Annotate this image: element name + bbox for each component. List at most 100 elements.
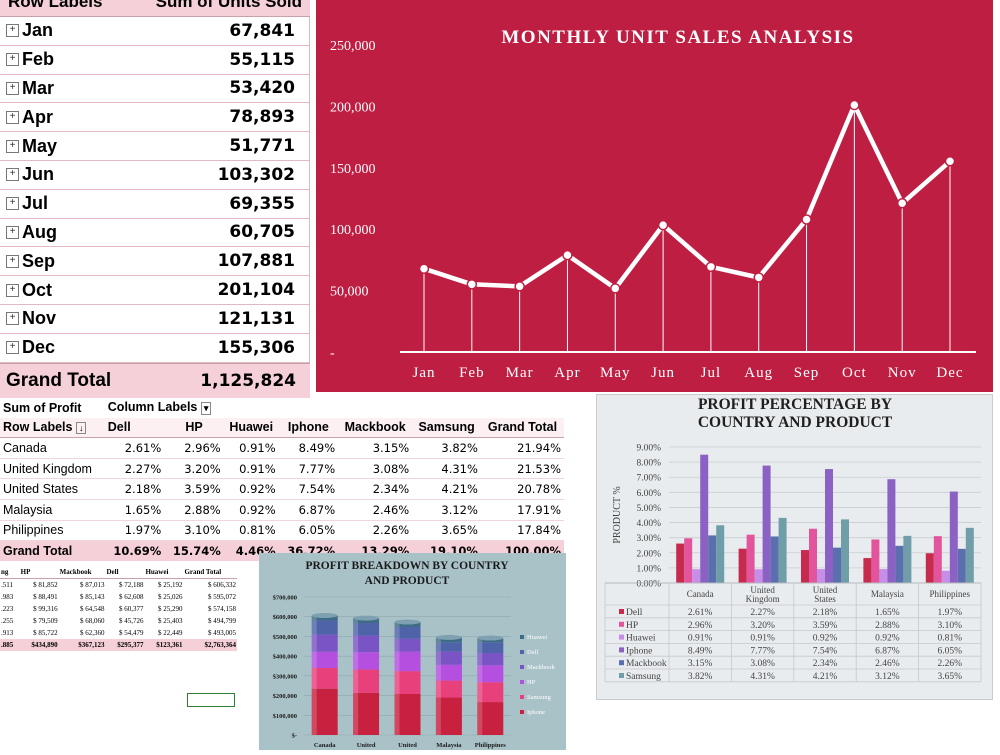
country-label: Canada: [0, 437, 105, 459]
row-label: + Feb: [6, 49, 54, 70]
chart-title: PROFIT PERCENTAGE BY: [698, 396, 892, 413]
units-pivot-table: Row Labels Sum of Units Sold + Jan 67,841 +…: [0, 0, 310, 398]
profit-amount-header: ng HP Mackbook Dell Huawei Grand Total: [0, 566, 237, 579]
data-point-dec: [944, 156, 956, 167]
units-row-dec[interactable]: + Dec 155,306: [0, 333, 310, 363]
profit-pct-cell: 6.05%: [278, 520, 339, 542]
monthly-sales-svg: MONTHLY UNIT SALES ANALYSIS - 50,000 100,00…: [330, 27, 976, 381]
units-row-aug[interactable]: + Aug 60,705: [0, 218, 310, 248]
profit-pct-cell: 3.65%: [412, 520, 481, 542]
legend-swatch: [619, 673, 624, 678]
stack-highlight: [394, 626, 400, 639]
expand-icon[interactable]: +: [6, 81, 19, 95]
table-value: 2.46%: [875, 659, 900, 669]
profit-pct-cell: 3.59%: [164, 478, 224, 500]
row-labels-header[interactable]: Row Labels: [8, 0, 103, 11]
profit-amount-row: .983 $ 88,491 $ 85,143 $ 62,608 $ 25,026 $ 59…: [0, 591, 237, 603]
expand-icon[interactable]: +: [6, 225, 19, 239]
units-row-apr[interactable]: + Apr 78,893: [0, 103, 310, 133]
units-row-nov[interactable]: + Nov 121,131: [0, 304, 310, 334]
stack-iphone: [311, 688, 338, 735]
table-value: 3.59%: [813, 621, 838, 631]
stack-iphone: [353, 692, 380, 735]
stack-highlight: [311, 688, 317, 735]
bar-huawei: [754, 569, 763, 583]
legend-swatch: [619, 647, 624, 653]
row-label: + Oct: [6, 280, 52, 301]
expand-icon[interactable]: +: [6, 341, 19, 355]
row-label: + Sep: [6, 251, 55, 272]
profit-pct-cell: 6.87%: [278, 499, 339, 521]
expand-icon[interactable]: +: [6, 110, 19, 124]
profit-amount-body: ng HP Mackbook Dell Huawei Grand Total .511 $ 8…: [0, 566, 237, 651]
stack-mackbook: [311, 634, 338, 652]
expand-icon[interactable]: +: [6, 254, 19, 268]
legend-label: Samsung: [527, 694, 552, 701]
selected-cell[interactable]: [187, 693, 235, 707]
stack-highlight: [311, 615, 317, 621]
filter-icon[interactable]: ▾: [200, 402, 212, 416]
units-row-feb[interactable]: + Feb 55,115: [0, 45, 310, 75]
profit-percentage-chart[interactable]: PROFIT PERCENTAGE BY COUNTRY AND PRODUCT 0…: [596, 394, 993, 700]
expand-icon[interactable]: +: [6, 312, 19, 326]
profit-breakdown-chart[interactable]: PROFIT BREAKDOWN BY COUNTRY AND PRODUCT $-…: [259, 553, 566, 750]
y-tick-label: -: [330, 346, 335, 361]
bar-hp: [684, 538, 693, 583]
units-row-jun[interactable]: + Jun 103,302: [0, 160, 310, 190]
stack-samsung: [435, 680, 462, 698]
stack-highlight: [394, 638, 400, 652]
table-value: 0.92%: [813, 634, 838, 644]
sort-icon[interactable]: ↓: [75, 422, 87, 435]
units-row-jan[interactable]: + Jan 67,841: [0, 17, 310, 46]
expand-icon[interactable]: +: [6, 139, 19, 153]
profit-pct-cell: 2.61%: [104, 437, 165, 459]
legend-swatch: [520, 680, 524, 684]
profit-amount-cell: $ 68,060: [79, 617, 105, 625]
column-labels-header[interactable]: Column Labels ▾: [105, 398, 279, 418]
expand-icon[interactable]: +: [6, 24, 19, 38]
expand-icon[interactable]: +: [6, 283, 19, 297]
profit-pct-cell: 4.31%: [412, 458, 481, 480]
category-label: Philippines: [475, 742, 507, 749]
profit-pct-cell: 2.96%: [164, 437, 224, 459]
units-row-mar[interactable]: + Mar 53,420: [0, 74, 310, 104]
profit-pct-cell: 1.97%: [104, 520, 165, 542]
table-value: 7.54%: [813, 646, 838, 656]
units-value: 155,306: [217, 337, 295, 358]
bar-iphone: [825, 469, 833, 583]
expand-icon[interactable]: +: [6, 53, 19, 67]
y-tick-label: 4.00%: [636, 519, 661, 529]
column-header: Mackbook: [338, 417, 413, 439]
legend-swatch: [520, 650, 524, 654]
expand-icon[interactable]: +: [6, 168, 19, 182]
stack-highlight: [394, 622, 400, 627]
chart-title: AND PRODUCT: [365, 575, 450, 587]
stack-highlight: [435, 637, 441, 643]
row-labels-header-2[interactable]: Row Labels ↓: [0, 417, 105, 439]
bar-samsung: [841, 519, 849, 583]
profit-amount-cell: $ 64,548: [79, 605, 105, 613]
profit-amount-total-cell: $367,123: [58, 639, 106, 651]
stack-mackbook: [353, 635, 380, 653]
bar-mackbook: [895, 545, 904, 583]
expand-icon[interactable]: +: [6, 197, 19, 211]
legend-swatch: [619, 660, 624, 666]
country-label: Philippines: [0, 520, 105, 542]
monthly-sales-chart[interactable]: MONTHLY UNIT SALES ANALYSIS - 50,000 100,00…: [316, 0, 993, 392]
profit-pct-cell: 3.82%: [412, 437, 481, 459]
profit-pct-row: United Kingdom 2.27% 3.20% 0.91% 7.77% 3.08% 4…: [0, 458, 564, 480]
units-row-may[interactable]: + May 51,771: [0, 132, 310, 161]
profit-breakdown-svg: PROFIT BREAKDOWN BY COUNTRY AND PRODUCT $-…: [273, 560, 556, 749]
units-row-sep[interactable]: + Sep 107,881: [0, 247, 310, 277]
profit-pct-cell: 2.88%: [164, 499, 224, 521]
profit-pct-cell: 20.78%: [480, 478, 564, 500]
stack-highlight: [353, 652, 359, 670]
profit-amount-cell: $ 79,509: [33, 617, 58, 625]
profit-amount-cell: $ 85,722: [33, 629, 58, 637]
data-point-jul: [705, 261, 717, 273]
units-row-oct[interactable]: + Oct 201,104: [0, 276, 310, 305]
y-tick-label: 5.00%: [636, 504, 661, 514]
profit-pct-cell: 2.18%: [104, 478, 165, 500]
units-row-jul[interactable]: + Jul 69,355: [0, 189, 310, 219]
